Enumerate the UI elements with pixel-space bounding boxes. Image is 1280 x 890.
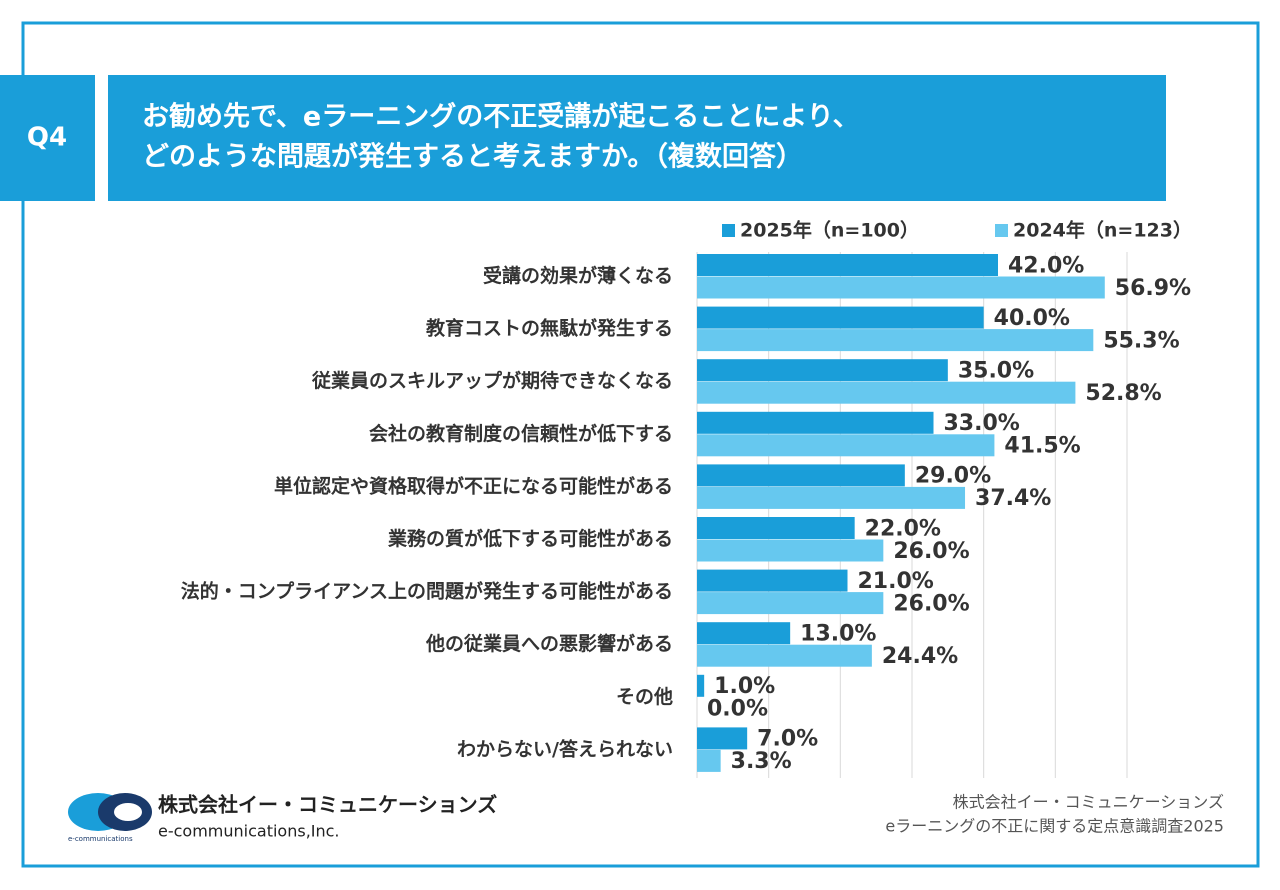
category-label: 他の従業員への悪影響がある	[425, 632, 673, 655]
category-label: わからない/答えられない	[457, 737, 673, 760]
legend-label: 2025年（n=100）	[740, 219, 919, 242]
category-label: 教育コストの無駄が発生する	[426, 317, 673, 340]
bar	[697, 329, 1094, 352]
logo-text: e-communications	[68, 835, 133, 843]
category-label: 単位認定や資格取得が不正になる可能性がある	[274, 474, 673, 497]
bar	[697, 539, 884, 562]
value-label: 55.3%	[1103, 328, 1179, 353]
value-label: 3.3%	[731, 749, 792, 774]
q-box	[0, 75, 95, 201]
legend-swatch	[995, 224, 1008, 237]
value-label: 33.0%	[944, 411, 1020, 436]
bar	[697, 359, 948, 382]
category-label: その他	[616, 685, 673, 708]
title: お勧め先で、eラーニングの不正受講が起こることにより、	[142, 101, 860, 133]
value-label: 41.5%	[1004, 434, 1080, 459]
bar	[697, 644, 872, 667]
value-label: 1.0%	[714, 674, 775, 699]
title-box	[108, 75, 1166, 201]
category-label: 従業員のスキルアップが期待できなくなる	[311, 369, 673, 392]
value-label: 13.0%	[800, 621, 876, 646]
value-label: 29.0%	[915, 464, 991, 489]
bar	[697, 592, 884, 615]
bar	[697, 306, 984, 329]
category-label: 業務の質が低下する可能性がある	[387, 527, 673, 550]
company-en: e-communications,Inc.	[158, 822, 340, 841]
value-label: 35.0%	[958, 358, 1034, 383]
category-label: 法的・コンプライアンス上の問題が発生する可能性がある	[181, 580, 673, 603]
legend-swatch	[722, 224, 735, 237]
bar	[697, 411, 934, 434]
category-label: 会社の教育制度の信頼性が低下する	[369, 422, 673, 445]
value-label: 52.8%	[1085, 381, 1161, 406]
value-label: 56.9%	[1115, 276, 1191, 301]
bar	[697, 434, 995, 457]
title: どのような問題が発生すると考えますか。（複数回答）	[142, 141, 803, 173]
bar	[697, 276, 1105, 299]
value-label: 40.0%	[994, 306, 1070, 331]
value-label: 37.4%	[975, 486, 1051, 511]
value-label: 0.0%	[707, 697, 768, 722]
value-label: 24.4%	[882, 644, 958, 669]
bar	[697, 749, 721, 772]
bar	[697, 622, 791, 645]
bar	[697, 569, 848, 592]
value-label: 42.0%	[1008, 253, 1084, 278]
legend-label: 2024年（n=123）	[1013, 219, 1192, 242]
bar	[697, 517, 855, 539]
bar	[697, 464, 905, 487]
value-label: 21.0%	[858, 569, 934, 594]
logo-shape	[114, 803, 142, 821]
source: eラーニングの不正に関する定点意識調査2025	[885, 817, 1224, 836]
bar	[697, 254, 998, 276]
bar	[697, 486, 966, 509]
logo	[68, 793, 152, 831]
value-label: 22.0%	[865, 516, 941, 541]
bar	[697, 727, 748, 750]
value-label: 26.0%	[893, 539, 969, 564]
value-label: 7.0%	[757, 727, 818, 752]
q-label: Q4	[27, 123, 67, 153]
company-ja: 株式会社イー・コミュニケーションズ	[158, 793, 497, 817]
bar	[697, 381, 1076, 404]
source: 株式会社イー・コミュニケーションズ	[953, 793, 1224, 812]
bar	[697, 674, 705, 697]
value-label: 26.0%	[893, 591, 969, 616]
frame	[21, 21, 1260, 868]
category-label: 受講の効果が薄くなる	[483, 264, 673, 287]
